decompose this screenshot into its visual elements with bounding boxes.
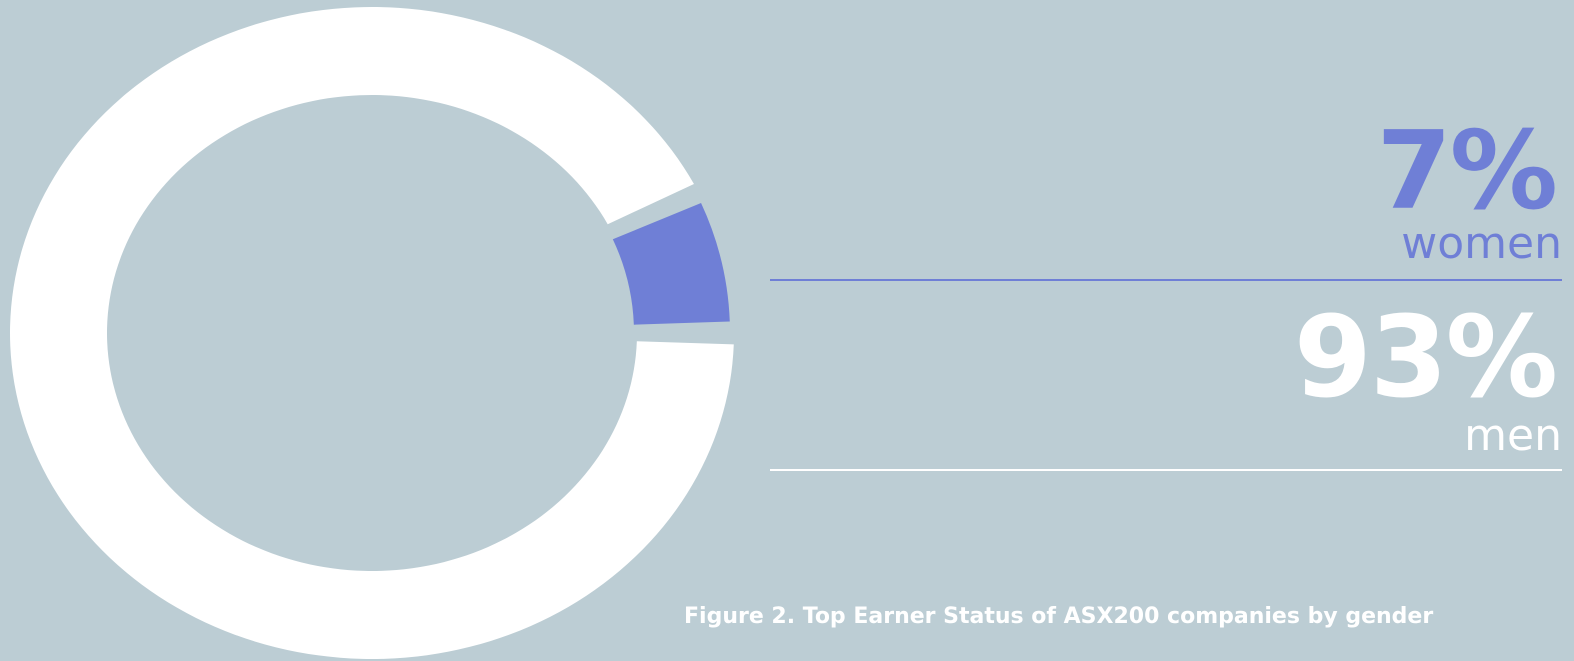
figure-caption: Figure 2. Top Earner Status of ASX200 co… <box>684 604 1434 629</box>
donut-chart <box>9 6 734 659</box>
women-divider <box>770 279 1562 281</box>
men-label: men <box>1464 410 1562 461</box>
slice-women <box>612 202 730 325</box>
men-percentage: 93% <box>1293 293 1558 423</box>
women-percentage: 7% <box>1376 109 1558 234</box>
men-divider <box>770 469 1562 471</box>
women-label: women <box>1401 218 1562 269</box>
slice-men <box>9 6 734 659</box>
